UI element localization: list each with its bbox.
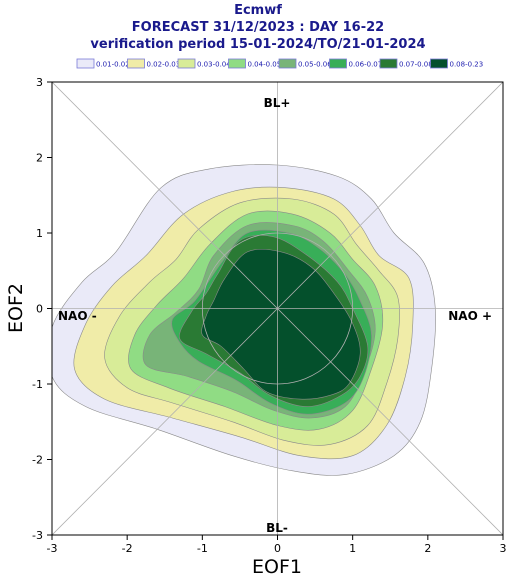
x-tick-label: -1 [197,542,208,555]
x-tick-label: -3 [47,542,58,555]
x-tick-label: 3 [500,542,507,555]
legend-label: 0.08-0.23 [450,61,484,69]
legend-swatch [329,58,347,69]
legend-label: 0.06-0.07 [349,61,383,69]
y-tick-label: -2 [32,454,43,467]
legend-swatch [127,58,145,69]
regime-label-bottom: BL- [266,521,288,535]
x-tick-label: 2 [424,542,431,555]
legend-label: 0.01-0.02 [96,61,130,69]
regime-label-right: NAO + [448,309,492,323]
x-tick-label: 1 [349,542,356,555]
contour-level-8 [201,249,361,400]
reference-circle [201,232,354,385]
chart-title-verification: verification period 15-01-2024/TO/21-01-… [90,37,426,52]
chart-title-model: Ecmwf [234,3,282,18]
regime-label-top: BL+ [264,96,291,110]
y-tick-label: 0 [36,303,43,316]
legend-swatch [379,58,398,69]
legend-label: 0.03-0.04 [197,61,231,69]
legend-swatch [177,58,196,69]
chart-title-forecast: FORECAST 31/12/2023 : DAY 16-22 [131,20,385,35]
legend-label: 0.07-0.08 [399,61,433,69]
x-axis-label: EOF1 [252,556,302,578]
legend-label: 0.04-0.05 [248,61,282,69]
legend-label: 0.02-0.03 [147,61,181,69]
y-tick-label: 3 [36,76,43,89]
regime-label-left: NAO - [58,309,97,323]
chart-legend: 0.01-0.02 0.02-0.03 0.03-0.04 0.04-0.05 0.05… [76,58,484,69]
legend-swatch [430,58,448,69]
x-tick-label: 0 [274,542,281,555]
y-axis-label: EOF2 [5,283,27,333]
legend-swatch [228,58,246,69]
legend-label: 0.05-0.06 [298,61,332,69]
plot-guides [52,82,503,535]
density-contours [52,164,436,476]
y-tick-label: 1 [36,227,43,240]
plot-axes: -3 -2 -1 0 1 2 3 -3 -2 -1 0 1 2 3 [32,76,506,555]
y-tick-label: -1 [32,378,43,391]
x-tick-label: -2 [122,542,133,555]
legend-swatch [278,58,297,69]
y-tick-label: 2 [36,152,43,165]
y-tick-label: -3 [32,529,43,542]
legend-swatch [76,58,95,69]
